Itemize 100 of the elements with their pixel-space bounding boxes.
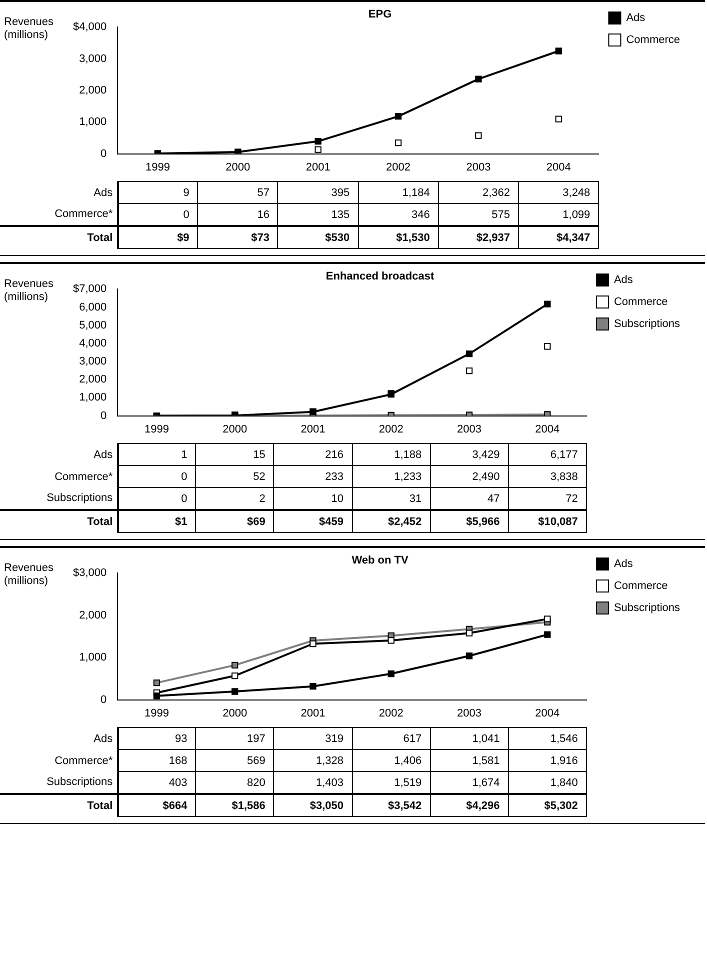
text: $664 — [162, 800, 188, 812]
y-tick-label: 5,000 — [79, 319, 107, 332]
x-tick-label: 2004 — [535, 423, 560, 436]
data-label: 52 — [196, 466, 274, 488]
y-tick-label: 4,000 — [79, 337, 107, 350]
data-label: 2,490 — [430, 466, 508, 488]
text: $459 — [319, 516, 344, 528]
text: $5,966 — [466, 516, 500, 528]
x-tick-label: 2001 — [300, 423, 326, 436]
y-axis-title: Revenues (millions) — [4, 562, 55, 588]
data-label: 575 — [438, 204, 518, 226]
data-label: 1,041 — [430, 728, 508, 750]
y-tick-label: 3,000 — [79, 52, 107, 65]
x-tick-label: 2003 — [457, 423, 482, 436]
data-label: 1,916 — [508, 750, 586, 772]
text: Commerce — [54, 754, 108, 766]
text: $1,530 — [396, 232, 430, 244]
chart-title: EPG — [368, 8, 392, 21]
data-label: 403 — [118, 772, 196, 794]
data-label: 1,406 — [352, 750, 430, 772]
text: Ads — [94, 448, 113, 460]
text: $530 — [325, 232, 350, 244]
data-label: 346 — [358, 204, 438, 226]
text: $2,452 — [388, 516, 422, 528]
text: $3,542 — [388, 800, 422, 812]
legend-label: Ads — [626, 12, 646, 24]
text: Total — [0, 510, 118, 532]
text: Subscriptions — [46, 492, 113, 504]
data-label: 57 — [198, 182, 278, 204]
text: $4,347 — [556, 232, 590, 244]
data-label: 569 — [196, 750, 274, 772]
text: $2,937 — [476, 232, 510, 244]
text: * — [108, 470, 113, 482]
y-tick-label: $4,000 — [72, 21, 107, 34]
data-label: 1,546 — [508, 728, 586, 750]
y-tick-label: 1,000 — [79, 652, 107, 664]
legend-label: Commerce — [614, 580, 668, 592]
data-label: 1,188 — [352, 444, 430, 466]
data-label: 1,328 — [274, 750, 352, 772]
data-label: 233 — [274, 466, 352, 488]
text: $1,586 — [232, 800, 266, 812]
chart-title: Web on TV — [352, 554, 409, 567]
data-label: 1,519 — [352, 772, 430, 794]
text: Ads — [94, 186, 113, 198]
y-tick-label: 6,000 — [79, 301, 107, 314]
data-label: 3,248 — [518, 182, 599, 204]
data-label: 9 — [118, 182, 198, 204]
data-label: 395 — [278, 182, 358, 204]
text: Commerce — [54, 208, 108, 220]
text: $4,296 — [466, 800, 500, 812]
text: $9 — [177, 232, 190, 244]
data-label: 72 — [508, 488, 586, 510]
data-label: 1,581 — [430, 750, 508, 772]
y-tick-label: 0 — [100, 148, 107, 160]
x-tick-label: 1999 — [144, 707, 169, 720]
y-tick-label: $3,000 — [72, 567, 107, 580]
data-label: 197 — [196, 728, 274, 750]
legend-label: Commerce — [626, 34, 680, 46]
data-label: 1,099 — [518, 204, 599, 226]
data-label: 135 — [278, 204, 358, 226]
text: $10,087 — [538, 516, 578, 528]
data-label: 0 — [118, 204, 198, 226]
x-tick-label: 2000 — [226, 161, 250, 174]
y-tick-label: 1,000 — [79, 392, 107, 404]
y-tick-label: 1,000 — [79, 116, 107, 128]
text: $5,302 — [544, 800, 578, 812]
data-label: 3,429 — [430, 444, 508, 466]
text: * — [108, 208, 113, 220]
text: $3,050 — [310, 800, 344, 812]
data-label: 10 — [274, 488, 352, 510]
chart-title: Enhanced broadcast — [326, 270, 434, 283]
data-label: 6,177 — [508, 444, 586, 466]
data-label: 47 — [430, 488, 508, 510]
data-label: 1 — [118, 444, 196, 466]
y-axis-title: Revenues (millions) — [4, 278, 55, 304]
data-label: 0 — [118, 466, 196, 488]
y-axis-title: Revenues (millions) — [4, 16, 55, 42]
x-tick-label: 2002 — [378, 707, 404, 720]
legend-label: Subscriptions — [614, 318, 680, 330]
data-label: 820 — [196, 772, 274, 794]
data-label: 319 — [274, 728, 352, 750]
data-label: 3,838 — [508, 466, 586, 488]
data-label: 1,403 — [274, 772, 352, 794]
x-tick-label: 2003 — [457, 707, 482, 720]
y-tick-label: 2,000 — [79, 374, 107, 386]
data-label: 2,362 — [438, 182, 518, 204]
legend-label: Commerce — [614, 296, 668, 308]
x-tick-label: 2004 — [535, 707, 560, 720]
text: Ads — [94, 732, 113, 744]
data-label: 1,674 — [430, 772, 508, 794]
data-label: 1,840 — [508, 772, 586, 794]
y-tick-label: 3,000 — [79, 356, 107, 368]
x-tick-label: 2002 — [386, 161, 411, 174]
x-tick-label: 2001 — [300, 707, 326, 720]
legend-label: Ads — [614, 274, 634, 286]
data-label: 2 — [196, 488, 274, 510]
text: $1 — [175, 516, 188, 528]
x-tick-label: 2003 — [466, 161, 491, 174]
x-tick-label: 2002 — [378, 423, 404, 436]
y-tick-label: 0 — [100, 410, 107, 422]
